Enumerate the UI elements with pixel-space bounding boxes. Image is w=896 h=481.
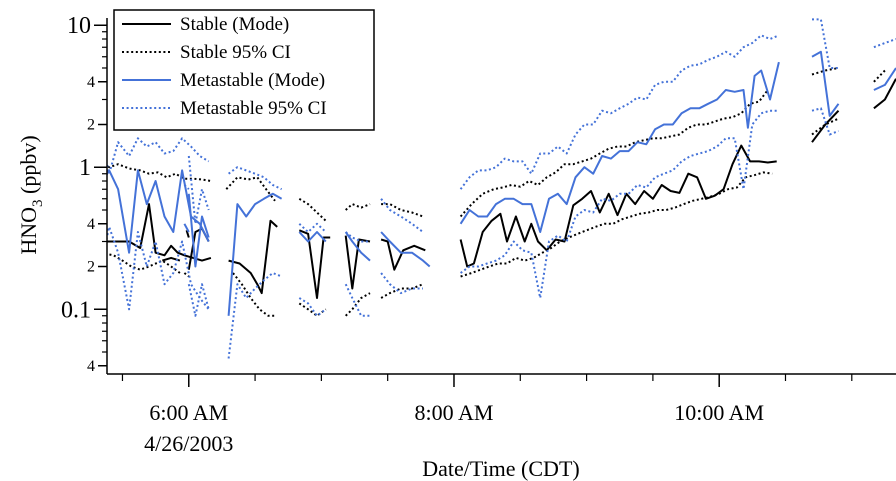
series-line-segment xyxy=(873,67,896,91)
series-line-segment xyxy=(344,231,371,262)
x-tick-sublabel: 4/26/2003 xyxy=(144,431,233,456)
series-line-segment xyxy=(298,222,327,233)
series-line-segment xyxy=(227,192,283,316)
series-line-segment xyxy=(298,231,327,243)
series-layer xyxy=(107,18,896,359)
series-metastable-mode xyxy=(107,50,896,316)
series-line-segment xyxy=(107,163,212,182)
series-line-segment xyxy=(187,155,210,225)
series-line-segment xyxy=(185,230,190,238)
y-tick-label: 4 xyxy=(87,74,95,91)
y-tick-label: 2 xyxy=(87,259,95,276)
x-tick-label: 6:00 AM xyxy=(149,400,228,425)
series-line-segment xyxy=(811,67,839,76)
series-line-segment xyxy=(459,61,780,233)
series-line-segment xyxy=(232,272,275,317)
series-line-segment xyxy=(460,171,773,278)
y-axis-title: HNO3 (ppbv) xyxy=(16,135,46,254)
series-line-segment xyxy=(187,193,210,268)
series-line-segment xyxy=(107,252,181,274)
series-line-segment xyxy=(380,283,424,299)
y-tick-label: 4 xyxy=(87,216,95,233)
series-line-segment xyxy=(381,203,424,218)
series-line-segment xyxy=(227,272,282,359)
legend-label: Stable 95% CI xyxy=(180,42,291,63)
series-line-segment xyxy=(344,292,371,317)
series-metastable-95-ci xyxy=(107,18,896,359)
legend-label: Stable (Mode) xyxy=(180,14,289,35)
legend: Stable (Mode) Stable 95% CI Metastable (Mo… xyxy=(113,9,375,131)
legend-label: Metastable 95% CI xyxy=(180,98,327,119)
series-line-segment xyxy=(380,198,424,233)
series-line-segment xyxy=(873,69,886,83)
series-line-segment xyxy=(460,109,779,299)
series-line-segment xyxy=(298,297,327,317)
series-line-segment xyxy=(380,238,426,271)
y-tick-label: 1 xyxy=(79,155,91,181)
series-line-segment xyxy=(812,18,839,69)
series-line-segment xyxy=(380,231,431,268)
series-line-segment xyxy=(459,34,780,190)
series-line-segment xyxy=(107,203,212,262)
y-tick-label: 2 xyxy=(87,117,95,134)
series-line-segment xyxy=(459,89,769,218)
legend-box xyxy=(113,9,375,131)
series-line-segment xyxy=(873,78,896,110)
series-line-segment xyxy=(228,219,278,295)
series-line-segment xyxy=(183,272,190,278)
series-stable-mode xyxy=(107,78,896,299)
legend-label: Metastable (Mode) xyxy=(180,70,325,91)
y-tick-label: 4 xyxy=(87,358,95,375)
series-line-segment xyxy=(380,272,423,295)
series-line-segment xyxy=(811,110,840,143)
x-tick-label: 10:00 AM xyxy=(674,400,764,425)
series-stable-95-ci xyxy=(107,67,886,317)
series-line-segment xyxy=(183,223,190,233)
series-line-segment xyxy=(298,197,327,222)
series-line-segment xyxy=(459,144,777,268)
series-line-segment xyxy=(298,302,327,317)
series-line-segment xyxy=(183,184,190,190)
series-line-segment xyxy=(187,283,210,317)
series-line-segment xyxy=(298,229,331,299)
axes: 10 4 2 1 4 2 0.1 4 6:00 AM 4/26/2003 8:00 AM 10:00 … xyxy=(16,13,896,481)
x-tick-label: 8:00 AM xyxy=(415,400,494,425)
series-line-segment xyxy=(344,235,371,290)
series-line-segment xyxy=(345,203,371,211)
series-line-segment xyxy=(107,137,210,175)
x-axis-title: Date/Time (CDT) xyxy=(422,456,579,481)
series-line-segment xyxy=(811,117,839,136)
series-line-segment xyxy=(228,166,283,191)
series-line-segment xyxy=(873,38,896,49)
y-tick-label: 0.1 xyxy=(61,297,91,323)
y-tick-label: 10 xyxy=(67,13,91,39)
series-line-segment xyxy=(811,107,839,136)
series-line-segment xyxy=(811,50,840,117)
